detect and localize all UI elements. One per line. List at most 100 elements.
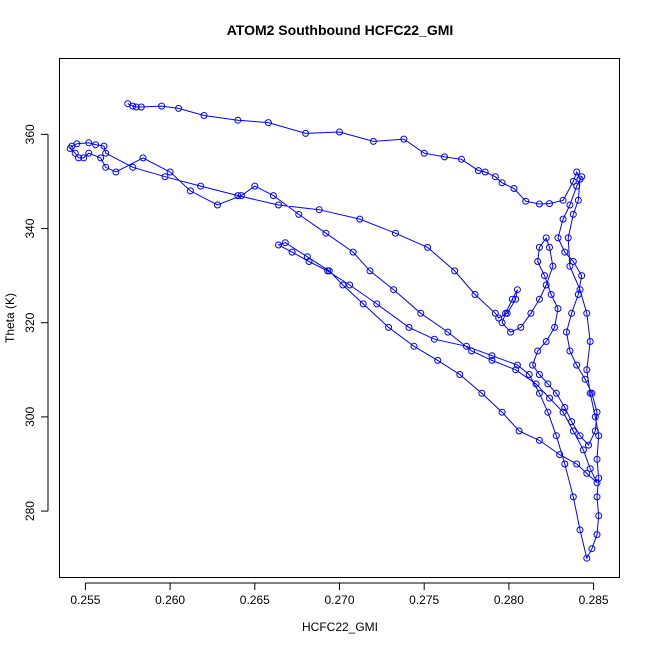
data-point <box>549 262 557 270</box>
data-point <box>512 366 520 374</box>
data-point <box>315 206 323 214</box>
series-line <box>69 103 600 560</box>
data-point <box>588 545 596 553</box>
data-point <box>583 469 591 477</box>
data-point <box>385 323 393 331</box>
data-point <box>556 451 564 459</box>
data-point <box>593 455 601 463</box>
data-point <box>591 413 599 421</box>
data-point <box>97 154 105 162</box>
data-point <box>591 427 599 435</box>
data-point <box>400 135 408 143</box>
data-point <box>544 380 552 388</box>
data-point <box>391 229 399 237</box>
data-point <box>430 335 438 343</box>
data-point <box>535 243 543 251</box>
data-point <box>366 267 374 275</box>
data-point <box>491 309 499 317</box>
data-point <box>517 323 525 331</box>
data-point <box>186 187 194 195</box>
data-point <box>275 241 282 249</box>
data-point <box>542 234 550 242</box>
data-point <box>546 243 553 251</box>
data-point <box>547 291 555 298</box>
data-point <box>561 460 569 468</box>
data-point <box>498 319 506 327</box>
data-point <box>535 371 543 378</box>
data-point <box>578 173 586 181</box>
data-point <box>573 361 581 369</box>
data-point <box>532 380 540 388</box>
data-point <box>214 201 221 209</box>
data-point <box>546 200 553 208</box>
x-tick-label: 0.265 <box>240 593 270 607</box>
y-axis: 280 300 320 340 360 <box>23 124 49 521</box>
data-point <box>417 309 425 317</box>
data-point <box>234 192 242 200</box>
data-point <box>522 197 530 205</box>
data-point <box>583 554 591 562</box>
data-point <box>576 286 584 294</box>
data-point <box>569 493 577 501</box>
data-point <box>510 185 518 192</box>
y-tick-label: 360 <box>23 124 37 144</box>
data-point <box>508 295 516 303</box>
data-point <box>405 323 413 331</box>
data-point <box>551 323 559 331</box>
data-point <box>552 432 560 440</box>
data-point <box>80 154 88 162</box>
data-point <box>563 328 570 336</box>
data-point <box>535 436 543 444</box>
series-layer <box>66 100 603 562</box>
data-point <box>544 408 552 416</box>
x-axis-label: HCFC22_GMI <box>302 620 378 634</box>
data-point <box>92 141 100 149</box>
data-point <box>535 389 543 397</box>
data-point <box>583 309 591 317</box>
data-point <box>595 512 603 520</box>
data-point <box>535 200 543 208</box>
data-point <box>569 427 577 435</box>
data-point <box>336 128 343 136</box>
data-point <box>561 404 569 411</box>
x-axis: 0.255 0.260 0.265 0.270 0.275 0.280 0.285 <box>70 582 609 607</box>
y-tick-label: 320 <box>23 312 37 332</box>
x-tick-label: 0.270 <box>324 593 354 607</box>
data-point <box>498 408 506 416</box>
data-point <box>200 112 208 119</box>
data-point <box>288 248 296 256</box>
y-tick-label: 340 <box>23 218 37 238</box>
data-point <box>576 526 584 534</box>
data-point <box>373 300 381 308</box>
data-point <box>513 361 521 369</box>
data-point <box>468 347 476 355</box>
data-point <box>578 272 586 280</box>
data-point <box>595 474 603 482</box>
data-point <box>369 137 377 145</box>
data-point <box>471 291 479 298</box>
data-point <box>541 272 548 280</box>
data-point <box>554 305 562 313</box>
data-point <box>573 168 581 176</box>
data-point <box>305 258 313 265</box>
data-point <box>75 154 83 162</box>
data-point <box>569 210 577 218</box>
data-point <box>568 309 576 317</box>
data-point <box>515 427 523 435</box>
data-point <box>251 182 259 190</box>
data-point <box>303 253 311 261</box>
data-point <box>158 102 166 110</box>
data-point <box>295 210 303 218</box>
data-point <box>568 418 576 426</box>
data-point <box>139 154 147 162</box>
data-point <box>474 167 482 175</box>
data-point <box>441 153 448 161</box>
data-point <box>100 142 108 150</box>
data-point <box>349 248 357 256</box>
data-point <box>488 356 496 364</box>
data-point <box>129 102 137 110</box>
data-point <box>512 295 520 303</box>
x-tick-label: 0.260 <box>155 593 185 607</box>
data-point <box>456 371 464 378</box>
